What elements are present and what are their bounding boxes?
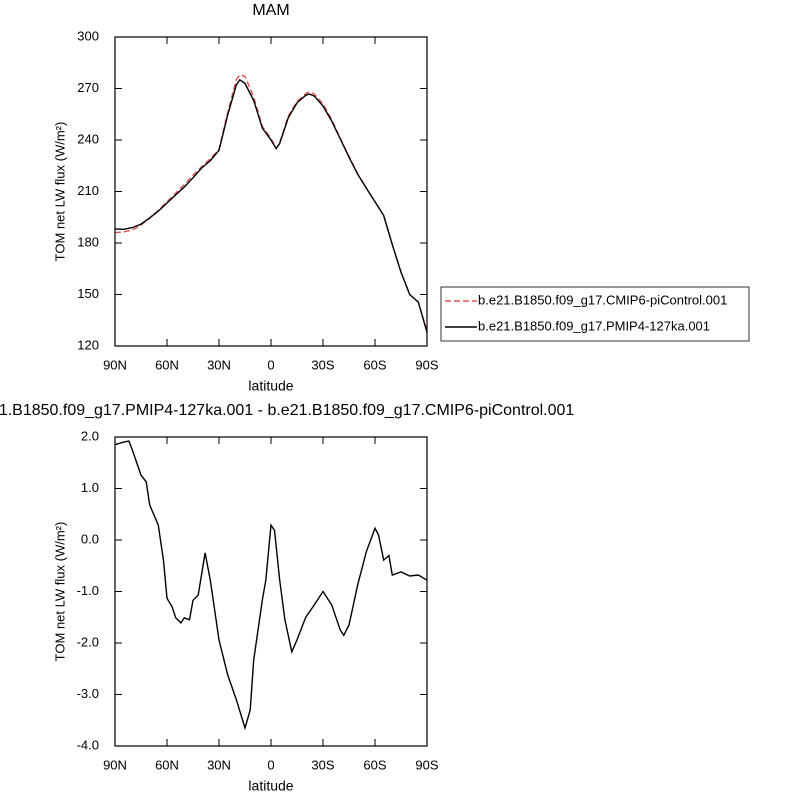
chart-title: MAM <box>252 2 289 19</box>
y-tick-label: -3.0 <box>77 686 99 701</box>
x-tick-label: 60S <box>363 757 386 772</box>
x-tick-label: 0 <box>267 357 274 372</box>
x-tick-label: 30N <box>207 757 231 772</box>
x-axis-label: latitude <box>248 378 293 394</box>
data-line <box>114 440 428 731</box>
y-tick-label: 210 <box>77 183 99 198</box>
plot-frame <box>114 436 428 747</box>
x-tick-label: 30S <box>311 357 334 372</box>
legend-label: b.e21.B1850.f09_g17.CMIP6-piControl.001 <box>478 292 727 307</box>
y-tick-label: 240 <box>77 131 99 146</box>
chart-title: b.e21.B1850.f09_g17.PMIP4-127ka.001 - b.… <box>0 402 574 419</box>
x-tick-label: 60N <box>155 357 179 372</box>
x-tick-label: 90N <box>103 757 127 772</box>
x-tick-label: 90S <box>415 357 438 372</box>
y-tick-label: 150 <box>77 286 99 301</box>
x-tick-label: 30S <box>311 757 334 772</box>
y-tick-label: 120 <box>77 337 99 352</box>
legend-label: b.e21.B1850.f09_g17.PMIP4-127ka.001 <box>478 318 710 333</box>
y-tick-label: 180 <box>77 234 99 249</box>
x-axis-label: latitude <box>248 778 293 794</box>
y-tick-label: 300 <box>77 28 99 43</box>
y-tick-label: -2.0 <box>77 634 99 649</box>
y-axis-label: TOM net LW flux (W/m²) <box>52 522 67 662</box>
y-tick-label: -1.0 <box>77 583 99 598</box>
y-tick-label: 1.0 <box>81 480 99 495</box>
x-tick-label: 30N <box>207 357 231 372</box>
y-tick-label: 0.0 <box>81 531 99 546</box>
plot-frame <box>114 36 428 347</box>
x-tick-label: 60S <box>363 357 386 372</box>
x-tick-label: 0 <box>267 757 274 772</box>
x-tick-label: 90N <box>103 357 127 372</box>
y-tick-label: -4.0 <box>77 737 99 752</box>
y-axis-label: TOM net LW flux (W/m²) <box>52 122 67 262</box>
x-tick-label: 60N <box>155 757 179 772</box>
x-tick-label: 90S <box>415 757 438 772</box>
y-tick-label: 270 <box>77 80 99 95</box>
y-tick-label: 2.0 <box>81 428 99 443</box>
legend-box <box>440 286 750 342</box>
data-line <box>114 73 428 331</box>
data-line <box>114 78 428 333</box>
